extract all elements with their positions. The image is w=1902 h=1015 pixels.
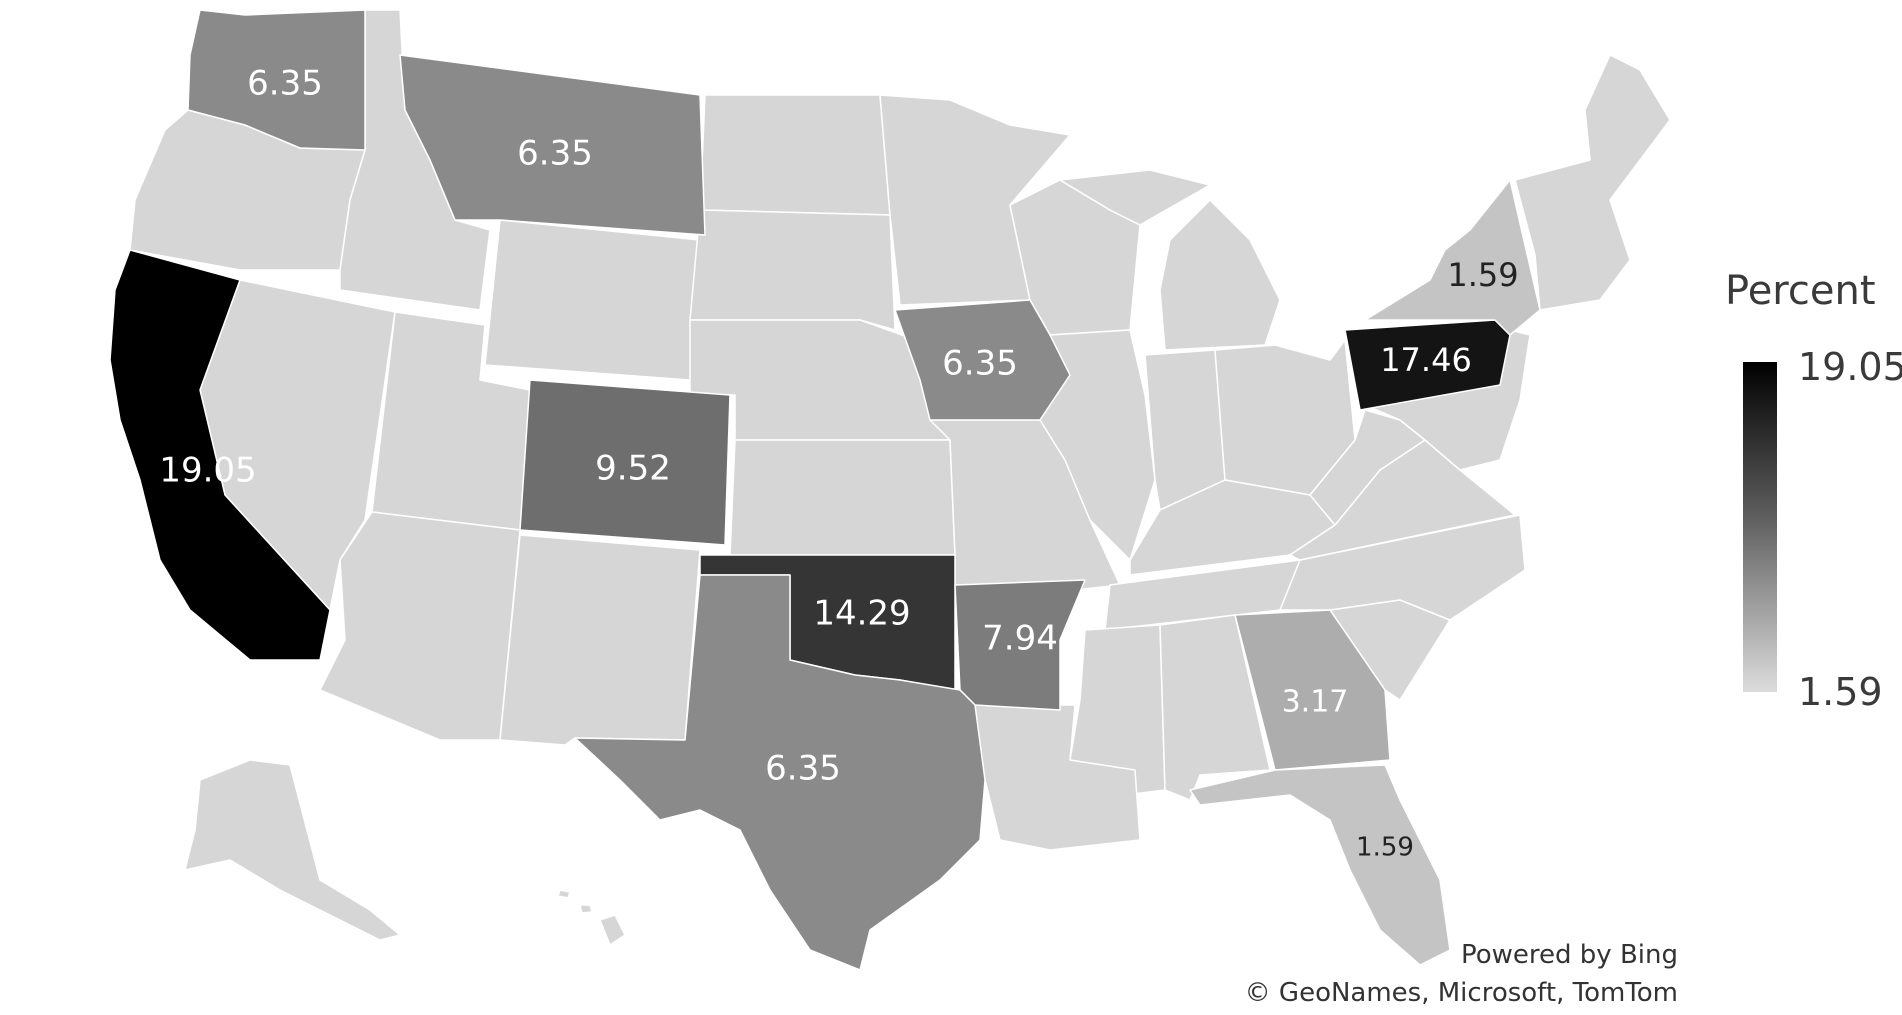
label-florida: 1.59 [1356,833,1414,863]
label-montana: 6.35 [517,134,593,174]
label-oklahoma: 14.29 [813,594,910,634]
label-washington: 6.35 [247,64,323,104]
label-pennsylvania: 17.46 [1380,341,1472,379]
legend-min-label: 1.59 [1798,670,1883,714]
state-new-mexico [499,534,701,746]
label-new-york: 1.59 [1447,256,1518,294]
highlighted-states [109,9,1541,971]
state-north-carolina [1279,514,1526,621]
state-california [109,249,331,661]
legend-title: Percent [1725,268,1876,314]
state-arizona [319,511,521,741]
legend-max-label: 19.05 [1798,345,1902,389]
state-kansas [729,439,956,556]
state-new-england [1514,54,1671,311]
state-florida [1189,764,1451,966]
label-georgia: 3.17 [1282,685,1349,720]
state-alaska [184,759,401,941]
state-pennsylvania [1344,319,1511,411]
state-iowa [894,299,1071,421]
label-iowa: 6.35 [942,344,1018,384]
base-states [129,9,1671,946]
state-hawaii [557,889,626,946]
state-michigan [1059,169,1281,351]
label-arkansas: 7.94 [982,619,1058,659]
state-wyoming [484,219,701,381]
state-louisiana [969,704,1141,851]
attribution-copyright[interactable]: © GeoNames, Microsoft, TomTom [1244,978,1678,1008]
state-montana [399,54,706,236]
label-california: 19.05 [159,451,256,491]
state-colorado [519,379,731,546]
state-washington [187,9,366,151]
value-labels: 6.35 6.35 19.05 9.52 6.35 14.29 7.94 6.3… [159,64,1518,863]
state-south-dakota [689,209,896,331]
state-north-dakota [699,94,891,216]
label-colorado: 9.52 [595,449,671,489]
legend-gradient-bar [1743,362,1777,692]
state-new-york [1364,179,1541,336]
state-texas [574,574,986,971]
label-texas: 6.35 [765,749,841,789]
attribution-powered-by[interactable]: Powered by Bing [1460,940,1678,970]
state-georgia [1234,609,1391,771]
